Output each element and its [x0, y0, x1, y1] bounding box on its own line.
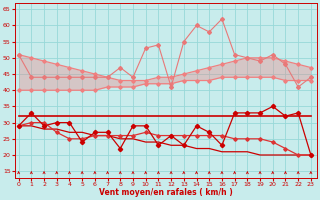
X-axis label: Vent moyen/en rafales ( km/h ): Vent moyen/en rafales ( km/h )	[99, 188, 233, 197]
